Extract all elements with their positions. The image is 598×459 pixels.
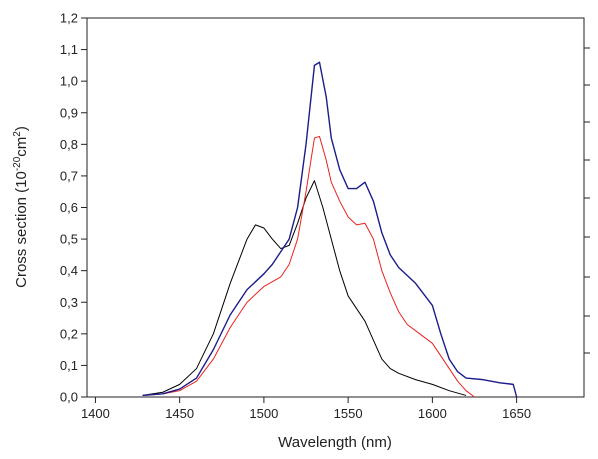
x-axis-label: Wavelength (nm) — [278, 434, 392, 451]
series-line — [142, 61, 518, 398]
y-tick-label: 0,8 — [60, 137, 78, 152]
y-tick-label: 0,9 — [60, 105, 78, 120]
y-tick-label: 0,5 — [60, 232, 78, 247]
y-label-part: Cross section (10 — [13, 171, 30, 288]
plot-frame — [86, 17, 585, 398]
y-axis-label: Cross section (10-20cm2) — [12, 126, 30, 288]
y-label-part: 2 — [12, 131, 23, 137]
y-tick-label: 1,0 — [60, 74, 78, 89]
series-line — [142, 135, 475, 398]
y-label-part: -20 — [12, 156, 23, 171]
x-tick-label: 1500 — [249, 406, 278, 421]
x-tick-label: 1600 — [418, 406, 447, 421]
x-tick-label: 1550 — [334, 406, 363, 421]
y-label-part: cm — [13, 137, 30, 157]
y-label-part: ) — [13, 126, 30, 131]
series-line — [142, 180, 467, 396]
y-tick-label: 0,0 — [60, 390, 78, 405]
y-tick-label: 0,7 — [60, 168, 78, 183]
x-tick-label: 1650 — [502, 406, 531, 421]
y-tick-label: 0,1 — [60, 358, 78, 373]
y-tick-label: 0,2 — [60, 326, 78, 341]
x-tick-label: 1450 — [165, 406, 194, 421]
y-tick-label: 0,4 — [60, 263, 78, 278]
y-tick-label: 0,6 — [60, 200, 78, 215]
right-axis-ticks — [584, 47, 590, 354]
y-tick-label: 1,2 — [60, 11, 78, 26]
y-tick-label: 0,3 — [60, 295, 78, 310]
y-tick-label: 1,1 — [60, 42, 78, 57]
x-tick-label: 1400 — [81, 406, 110, 421]
